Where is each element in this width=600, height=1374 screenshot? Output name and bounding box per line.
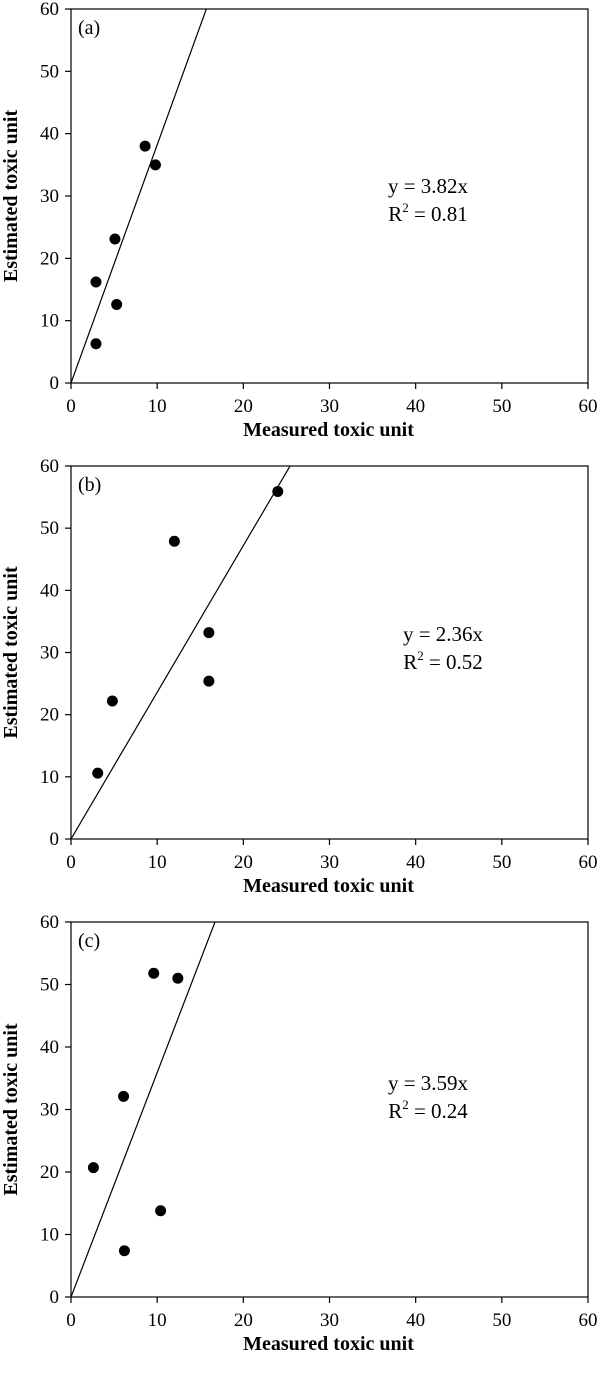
x-tick-label: 10 — [148, 1310, 167, 1331]
data-point — [155, 1205, 167, 1217]
r-squared-value: = 0.24 — [409, 1099, 469, 1123]
data-point — [203, 675, 215, 687]
fit-r-squared: R2 = 0.24 — [388, 1097, 468, 1123]
y-tick-label: 50 — [40, 61, 59, 82]
panel-label: (a) — [78, 17, 100, 39]
plot-frame — [70, 921, 589, 1298]
y-tick-label: 60 — [40, 912, 59, 933]
plot-frame — [70, 465, 589, 840]
fit-equation: y = 3.59x — [388, 1071, 469, 1095]
r-squared-superscript: 2 — [417, 648, 424, 663]
panel-label: (c) — [78, 930, 100, 952]
y-tick-label: 10 — [40, 1225, 59, 1246]
r-squared-symbol: R — [403, 650, 417, 674]
fit-r-squared: R2 = 0.81 — [388, 200, 468, 226]
y-axis-title: Estimated toxic unit — [0, 110, 22, 283]
x-tick-label: 20 — [234, 396, 253, 417]
x-tick-label: 0 — [66, 396, 76, 417]
data-point — [106, 695, 118, 707]
data-point — [90, 338, 102, 350]
y-tick-label: 30 — [40, 1100, 59, 1121]
x-tick-label: 50 — [492, 1310, 511, 1331]
data-point — [168, 535, 180, 547]
y-tick-label: 20 — [40, 1162, 59, 1183]
data-point — [92, 767, 104, 779]
x-tick-label: 0 — [66, 852, 76, 873]
data-point — [87, 1162, 99, 1174]
x-tick-label: 60 — [579, 1310, 598, 1331]
x-tick-label: 40 — [406, 852, 425, 873]
fit-equation: y = 3.82x — [388, 174, 469, 198]
data-point — [90, 276, 102, 288]
y-tick-label: 0 — [50, 373, 60, 394]
x-tick-label: 40 — [406, 396, 425, 417]
x-axis-title: Measured toxic unit — [243, 1333, 414, 1355]
x-tick-label: 50 — [492, 852, 511, 873]
data-point — [118, 1245, 130, 1257]
regression-line — [71, 922, 216, 1297]
x-tick-label: 30 — [320, 396, 339, 417]
y-tick-label: 0 — [50, 1287, 60, 1308]
data-point — [111, 298, 123, 310]
x-tick-label: 20 — [234, 852, 253, 873]
y-tick-label: 20 — [40, 248, 59, 269]
y-tick-label: 20 — [40, 705, 59, 726]
data-point — [118, 1090, 130, 1102]
y-tick-label: 50 — [40, 975, 59, 996]
x-tick-label: 10 — [148, 396, 167, 417]
y-tick-label: 30 — [40, 186, 59, 207]
x-axis-title: Measured toxic unit — [243, 419, 414, 441]
r-squared-value: = 0.81 — [409, 202, 468, 226]
x-tick-label: 60 — [579, 852, 598, 873]
y-tick-label: 40 — [40, 1037, 59, 1058]
data-point — [203, 627, 215, 639]
x-tick-label: 40 — [406, 1310, 425, 1331]
y-tick-label: 10 — [40, 767, 59, 788]
r-squared-value: = 0.52 — [424, 650, 483, 674]
x-tick-label: 30 — [320, 1310, 339, 1331]
data-point — [272, 485, 284, 497]
regression-line — [71, 466, 291, 839]
y-tick-label: 10 — [40, 311, 59, 332]
data-point — [149, 159, 161, 171]
x-axis-title: Measured toxic unit — [243, 875, 414, 897]
panel-label: (b) — [78, 474, 101, 496]
r-squared-symbol: R — [388, 1099, 402, 1123]
y-tick-label: 0 — [50, 829, 60, 850]
x-tick-label: 10 — [148, 852, 167, 873]
x-tick-label: 0 — [66, 1310, 76, 1331]
x-tick-label: 30 — [320, 852, 339, 873]
fit-equation: y = 2.36x — [403, 622, 484, 646]
x-tick-label: 60 — [579, 396, 598, 417]
r-squared-superscript: 2 — [402, 200, 409, 215]
fit-r-squared: R2 = 0.52 — [403, 648, 483, 674]
y-tick-label: 40 — [40, 124, 59, 145]
r-squared-superscript: 2 — [402, 1097, 409, 1112]
r-squared-symbol: R — [388, 202, 402, 226]
data-point — [109, 233, 121, 245]
data-point — [148, 967, 160, 979]
y-tick-label: 60 — [40, 0, 59, 20]
data-point — [172, 972, 184, 984]
y-tick-label: 60 — [40, 456, 59, 477]
regression-line — [71, 9, 207, 383]
y-axis-title: Estimated toxic unit — [0, 1023, 22, 1196]
y-tick-label: 30 — [40, 643, 59, 664]
data-point — [139, 140, 151, 152]
y-tick-label: 50 — [40, 518, 59, 539]
y-axis-title: Estimated toxic unit — [0, 566, 22, 739]
x-tick-label: 20 — [234, 1310, 253, 1331]
y-tick-label: 40 — [40, 580, 59, 601]
plot-frame — [70, 8, 589, 384]
x-tick-label: 50 — [492, 396, 511, 417]
